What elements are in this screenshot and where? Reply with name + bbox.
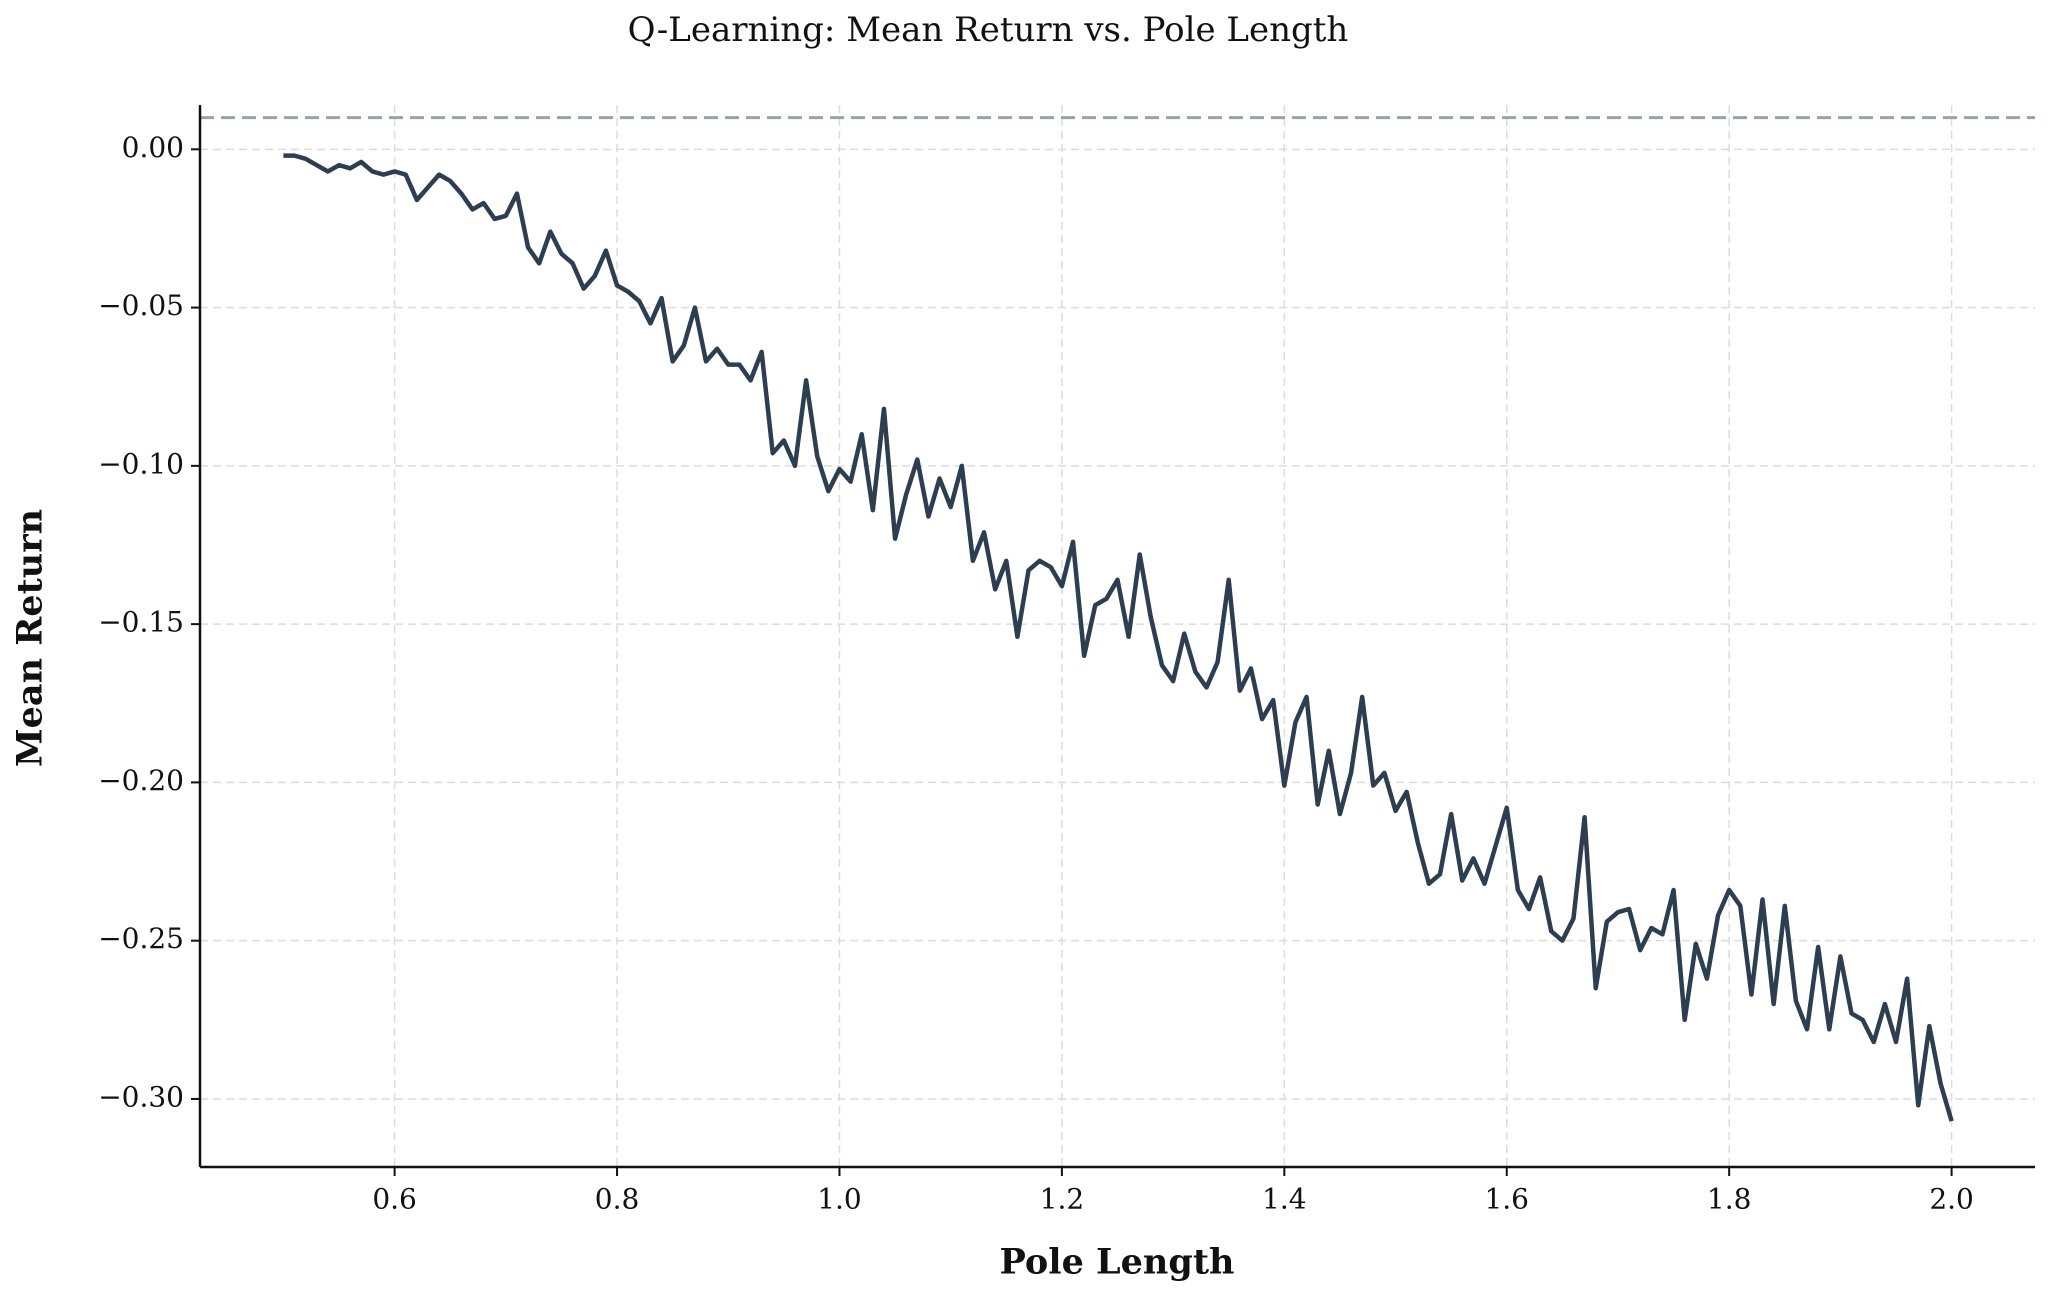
- y-tick-label: 0.00: [122, 131, 184, 164]
- y-tick-label: −0.30: [98, 1080, 184, 1113]
- y-tick-label: −0.25: [98, 922, 184, 955]
- x-tick-label: 1.2: [1040, 1183, 1085, 1216]
- x-tick-label: 0.8: [595, 1183, 640, 1216]
- x-axis-label: Pole Length: [1000, 1242, 1235, 1283]
- data-line: [283, 153, 1954, 1122]
- x-tick-label: 1.6: [1484, 1183, 1529, 1216]
- y-tick-label: −0.05: [98, 289, 184, 322]
- y-axis-label: Mean Return: [10, 509, 51, 767]
- y-tick-label: −0.15: [98, 606, 184, 639]
- x-tick-label: 1.4: [1262, 1183, 1307, 1216]
- x-tick-label: 1.0: [817, 1183, 862, 1216]
- chart-title: Q-Learning: Mean Return vs. Pole Length: [628, 10, 1349, 50]
- x-tick-label: 1.8: [1707, 1183, 1752, 1216]
- x-tick-label: 0.6: [372, 1183, 417, 1216]
- y-tick-label: −0.20: [98, 764, 184, 797]
- y-tick-label: −0.10: [98, 447, 184, 480]
- x-tick-label: 2.0: [1929, 1183, 1974, 1216]
